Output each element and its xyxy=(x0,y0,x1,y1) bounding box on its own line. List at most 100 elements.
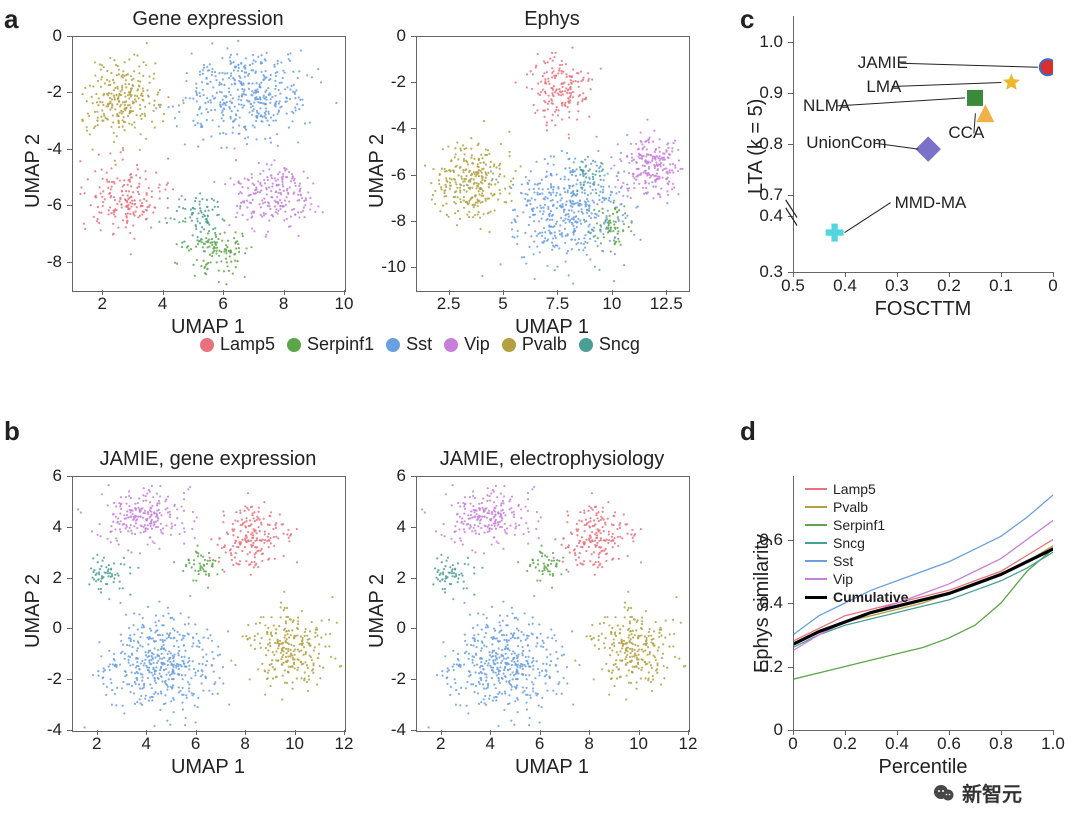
legend-item: Sncg xyxy=(805,534,908,552)
legend-label: Sst xyxy=(833,553,853,569)
watermark-text: 新智元 xyxy=(962,778,1022,807)
legend-item: Vip xyxy=(805,570,908,588)
ylabel: Ephys similarity xyxy=(751,534,774,673)
legend-label: Serpinf1 xyxy=(833,517,885,533)
xtick: 2 xyxy=(436,734,445,754)
chart-title: Gene expression xyxy=(72,8,344,31)
plot-box xyxy=(72,36,346,292)
celltype-legend: Lamp5 Serpinf1 Sst Vip Pvalb Sncg xyxy=(200,334,660,355)
xlabel: Percentile xyxy=(793,756,1053,779)
xtick: 0.1 xyxy=(989,276,1013,296)
legend-item: Serpinf1 xyxy=(805,516,908,534)
xtick: 2.5 xyxy=(437,294,461,314)
legend-swatch xyxy=(805,488,827,490)
figure-root: aGene expression2468100-2-4-6-8UMAP 1UMA… xyxy=(0,0,1080,827)
legend-swatch xyxy=(805,596,827,599)
ytick: -4 xyxy=(47,720,62,740)
method-label: CCA xyxy=(948,123,984,143)
xtick: 5 xyxy=(498,294,507,314)
chart-title: JAMIE, electrophysiology xyxy=(416,448,688,471)
ytick: 0 xyxy=(53,26,62,46)
xtick: 0 xyxy=(788,734,797,754)
legend-item: Lamp5 xyxy=(805,480,908,498)
xtick: 7.5 xyxy=(546,294,570,314)
legend-label: Pvalb xyxy=(833,499,868,515)
legend-label: Lamp5 xyxy=(220,334,275,355)
plot-box xyxy=(416,36,690,292)
xtick: 0.8 xyxy=(989,734,1013,754)
xtick: 1.0 xyxy=(1041,734,1065,754)
legend-swatch xyxy=(287,338,301,352)
legend-item: Sncg xyxy=(579,334,640,355)
xtick: 2 xyxy=(92,734,101,754)
legend-label: Vip xyxy=(464,334,490,355)
legend-item: Cumulative xyxy=(805,588,908,606)
wechat-icon xyxy=(932,781,956,805)
legend-swatch xyxy=(579,338,593,352)
legend-swatch xyxy=(805,578,827,580)
ytick: 4 xyxy=(53,517,62,537)
ytick: -4 xyxy=(47,139,62,159)
legend-swatch xyxy=(805,524,827,526)
legend-swatch xyxy=(502,338,516,352)
legend-swatch xyxy=(805,542,827,544)
panel-letter-c: c xyxy=(740,4,754,35)
xtick: 0.3 xyxy=(885,276,909,296)
ytick: -2 xyxy=(47,669,62,689)
legend-label: Sst xyxy=(406,334,432,355)
xtick: 6 xyxy=(218,294,227,314)
legend-swatch xyxy=(386,338,400,352)
legend-swatch xyxy=(805,560,827,562)
method-label: UnionCom xyxy=(806,133,886,153)
ytick: 1.0 xyxy=(759,32,783,52)
legend-item: Serpinf1 xyxy=(287,334,374,355)
ylabel: UMAP 2 xyxy=(366,134,389,208)
xtick: 2 xyxy=(97,294,106,314)
legend-label: Serpinf1 xyxy=(307,334,374,355)
ytick: -2 xyxy=(391,72,406,92)
ytick: 6 xyxy=(397,466,406,486)
legend-label: Pvalb xyxy=(522,334,567,355)
xtick: 4 xyxy=(485,734,494,754)
ytick: 0 xyxy=(397,26,406,46)
panel-d-legend: Lamp5Pvalb Serpinf1SncgSstVipCumulative xyxy=(805,480,908,606)
ytick: -2 xyxy=(47,82,62,102)
xtick: 10 xyxy=(285,734,304,754)
ytick: 0.3 xyxy=(759,262,783,282)
ytick: 0 xyxy=(774,720,783,740)
xtick: 10 xyxy=(629,734,648,754)
xtick: 10 xyxy=(335,294,354,314)
ylabel: UMAP 2 xyxy=(366,574,389,648)
xtick: 6 xyxy=(535,734,544,754)
ylabel: UMAP 2 xyxy=(22,134,45,208)
ytick: -6 xyxy=(47,195,62,215)
legend-label: Cumulative xyxy=(833,589,908,605)
chart-title: Ephys xyxy=(416,8,688,31)
ytick: -4 xyxy=(391,720,406,740)
xtick: 0.5 xyxy=(781,276,805,296)
plot-box xyxy=(72,476,346,732)
xtick: 4 xyxy=(141,734,150,754)
legend-label: Sncg xyxy=(599,334,640,355)
xlabel: UMAP 1 xyxy=(416,756,688,779)
xtick: 8 xyxy=(584,734,593,754)
ytick: 6 xyxy=(53,466,62,486)
panel-letter-d: d xyxy=(740,416,756,447)
legend-swatch xyxy=(444,338,458,352)
ytick: -4 xyxy=(391,118,406,138)
plot-box xyxy=(416,476,690,732)
xtick: 12.5 xyxy=(650,294,683,314)
xtick: 0 xyxy=(1048,276,1057,296)
ylabel: UMAP 2 xyxy=(22,574,45,648)
ytick: -6 xyxy=(391,165,406,185)
panel-letter-b: b xyxy=(4,416,20,447)
xtick: 4 xyxy=(158,294,167,314)
legend-item: Pvalb xyxy=(805,498,908,516)
legend-item: Sst xyxy=(805,552,908,570)
xtick: 12 xyxy=(679,734,698,754)
watermark: 新智元 xyxy=(932,778,1022,807)
legend-swatch xyxy=(200,338,214,352)
ylabel: LTA (k = 5) xyxy=(745,99,768,194)
ytick: -8 xyxy=(47,252,62,272)
chart-title: JAMIE, gene expression xyxy=(72,448,344,471)
